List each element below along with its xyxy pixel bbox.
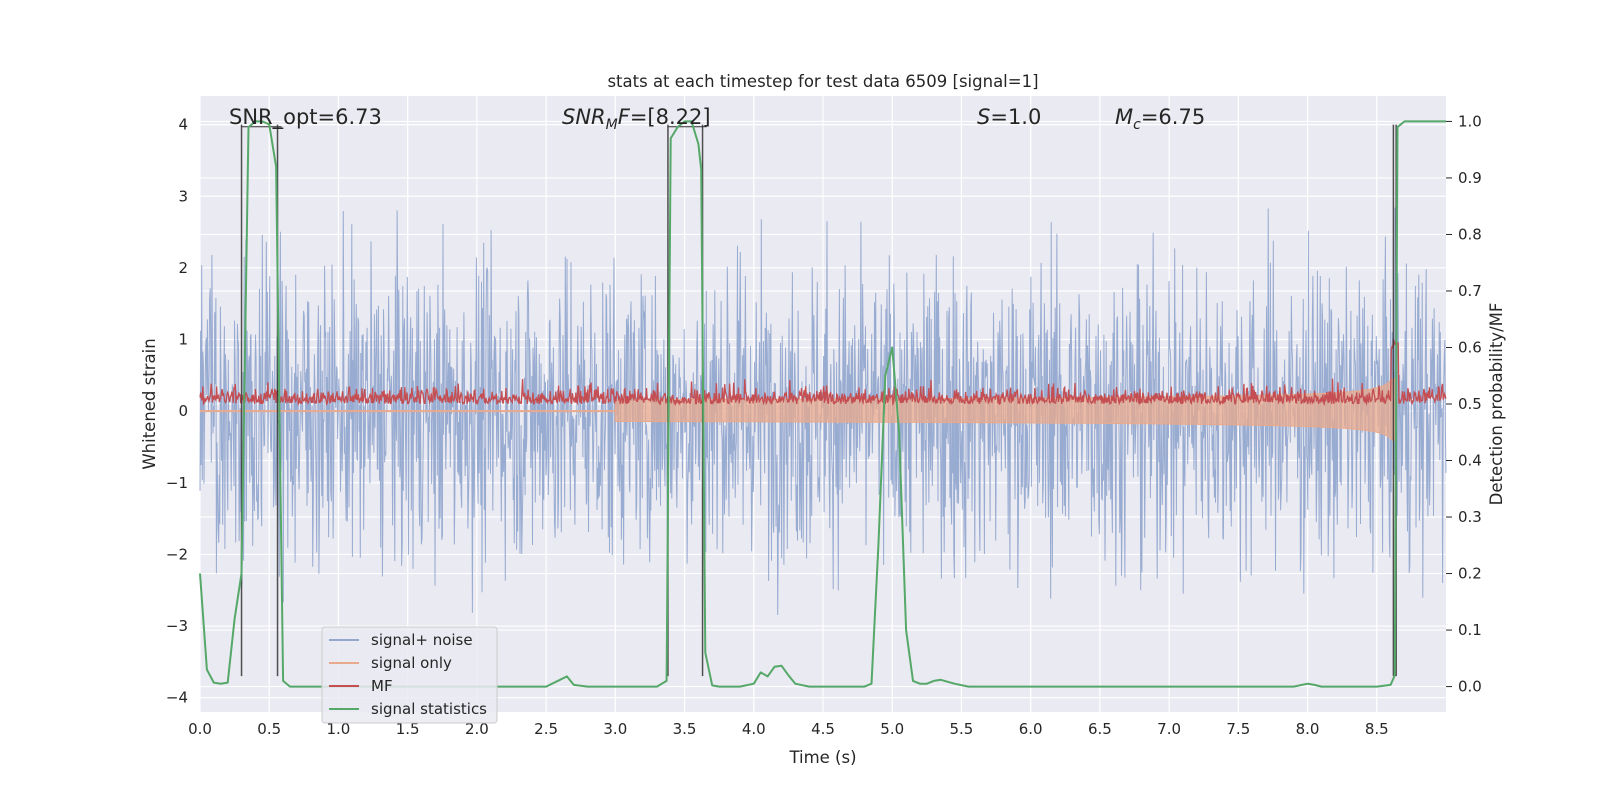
y-left-tick-label: −1 — [166, 474, 188, 492]
x-tick-label: 4.0 — [742, 720, 766, 738]
y-right-tick-label: 0.9 — [1458, 169, 1482, 187]
y-left-tick-label: 3 — [178, 187, 188, 205]
y-right-tick-label: 0.3 — [1458, 508, 1482, 526]
x-tick-label: 3.5 — [673, 720, 697, 738]
y-right-tick-label: 0.4 — [1458, 452, 1482, 470]
y-right-tick-label: 0.1 — [1458, 621, 1482, 639]
legend-label-signal-noise: signal+ noise — [371, 631, 473, 649]
x-axis-label: Time (s) — [788, 748, 856, 767]
signal-statistics-series — [199, 120, 1446, 688]
legend-label-mf: MF — [371, 677, 393, 695]
y-right-tick-label: 0.5 — [1458, 395, 1482, 413]
mf-line — [199, 338, 1447, 407]
x-tick-label: 3.0 — [603, 720, 627, 738]
x-tick-label: 5.0 — [880, 720, 904, 738]
x-tick-label: 1.5 — [396, 720, 420, 738]
x-tick-label: 2.5 — [534, 720, 558, 738]
y-right-tick-label: 0.8 — [1458, 225, 1482, 243]
y-axis-right-label: Detection probability/MF — [1487, 303, 1506, 506]
y-left-tick-label: −2 — [166, 545, 188, 563]
y-left-tick-label: −3 — [166, 617, 188, 635]
x-tick-label: 6.5 — [1088, 720, 1112, 738]
legend-box — [321, 626, 498, 724]
y-right-tick-label: 1.0 — [1458, 112, 1482, 130]
legend: signal+ noise signal only MF signal stat… — [321, 626, 498, 724]
y-left-tick-label: −4 — [166, 689, 188, 707]
x-tick-label: 1.0 — [327, 720, 351, 738]
chart-title: stats at each timestep for test data 650… — [607, 72, 1038, 91]
x-tick-label: 7.0 — [1157, 720, 1181, 738]
x-tick-label: 0.0 — [188, 720, 212, 738]
legend-label-signal-only: signal only — [371, 654, 452, 672]
x-tick-label: 5.5 — [950, 720, 974, 738]
x-tick-label: 7.5 — [1226, 720, 1250, 738]
y-left-tick-label: 1 — [178, 331, 188, 349]
snr-mf-annotation: SNRMF=[8.22] — [562, 105, 711, 133]
y-left-tick-label: 2 — [178, 259, 188, 277]
x-tick-label: 8.5 — [1365, 720, 1389, 738]
y-left-tick-label: 4 — [178, 116, 188, 134]
y-right-tick-label: 0.6 — [1458, 338, 1482, 356]
x-tick-label: 2.0 — [465, 720, 489, 738]
signal-statistics-line — [199, 120, 1446, 688]
y-right-tick-label: 0.7 — [1458, 282, 1482, 300]
y-axis-left-label: Whitened strain — [140, 338, 159, 469]
mc-annotation: Mc=6.75 — [1115, 105, 1205, 133]
legend-label-signal-statistics: signal statistics — [371, 700, 487, 718]
tick-labels: 0.0 0.5 1.0 1.5 2.0 2.5 3.0 3.5 4.0 4.5 5.0 5.5 6.0 6… — [166, 112, 1482, 738]
x-tick-label: 6.0 — [1019, 720, 1043, 738]
mf-series — [199, 338, 1447, 407]
y-right-tick-label: 0.2 — [1458, 565, 1482, 583]
x-tick-label: 4.5 — [811, 720, 835, 738]
x-tick-label: 8.0 — [1296, 720, 1320, 738]
y-left-tick-label: 0 — [178, 402, 188, 420]
s-annotation: S=1.0 — [977, 105, 1041, 129]
x-tick-label: 0.5 — [257, 720, 281, 738]
snr-opt-annotation: SNR_opt=6.73 — [229, 105, 382, 130]
y-right-tick-label: 0.0 — [1458, 678, 1482, 696]
